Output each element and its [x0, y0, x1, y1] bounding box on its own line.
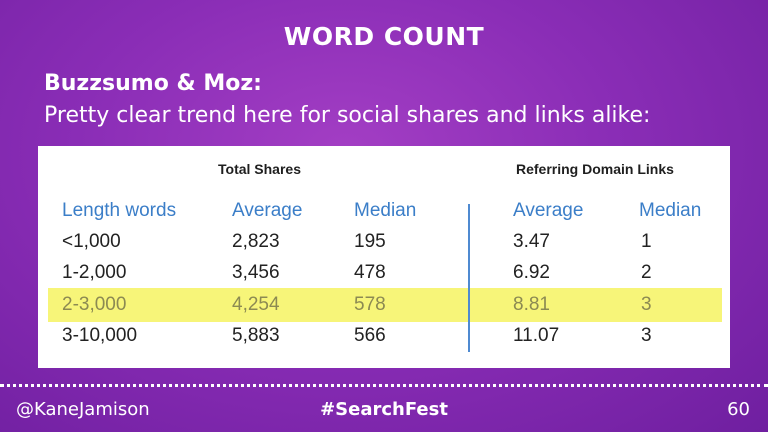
column-header-links-median: Median [639, 200, 702, 221]
cell-links-median: 1 [641, 231, 652, 252]
highlight-bar [48, 288, 722, 322]
column-header-shares-average: Average [232, 200, 303, 221]
group-header-referring-domain-links: Referring Domain Links [516, 161, 674, 177]
group-header-total-shares: Total Shares [218, 161, 301, 177]
column-header-shares-median: Median [354, 200, 417, 221]
cell-shares-median: 195 [354, 231, 386, 252]
page-number: 60 [727, 399, 750, 420]
column-header-links-average: Average [513, 200, 584, 221]
footer-hashtag: #SearchFest [320, 399, 448, 420]
slide-title: WORD COUNT [283, 22, 485, 51]
cell-length-words: 2-3,000 [62, 294, 127, 315]
cell-shares-median: 478 [354, 262, 386, 283]
cell-shares-median: 578 [354, 294, 386, 315]
cell-length-words: <1,000 [62, 231, 121, 252]
cell-length-words: 1-2,000 [62, 262, 127, 283]
intro-text: Pretty clear trend here for social share… [44, 103, 651, 128]
cell-links-median: 3 [641, 325, 652, 346]
table-row: 3-10,000 5,883 566 11.07 3 [38, 320, 730, 352]
intro-heading: Buzzsumo & Moz: [44, 71, 262, 96]
footer-handle: @KaneJamison [16, 399, 150, 420]
table-row: 1-2,000 3,456 478 6.92 2 [38, 257, 730, 289]
cell-shares-average: 3,456 [232, 262, 280, 283]
cell-length-words: 3-10,000 [62, 325, 138, 346]
data-table: Total Shares Referring Domain Links Leng… [38, 146, 730, 368]
cell-links-median: 2 [641, 262, 652, 283]
column-divider [468, 204, 470, 352]
table-row-highlighted: 2-3,000 4,254 578 8.81 3 [38, 289, 730, 321]
cell-links-average: 6.92 [513, 262, 550, 283]
cell-shares-median: 566 [354, 325, 386, 346]
cell-links-median: 3 [641, 294, 652, 315]
cell-links-average: 3.47 [513, 231, 550, 252]
cell-shares-average: 2,823 [232, 231, 280, 252]
cell-links-average: 11.07 [513, 325, 560, 346]
cell-shares-average: 5,883 [232, 325, 280, 346]
cell-links-average: 8.81 [513, 294, 550, 315]
table-row: <1,000 2,823 195 3.47 1 [38, 226, 730, 258]
column-header-length-words: Length words [62, 200, 177, 221]
cell-shares-average: 4,254 [232, 294, 280, 315]
footer-divider [0, 384, 768, 387]
